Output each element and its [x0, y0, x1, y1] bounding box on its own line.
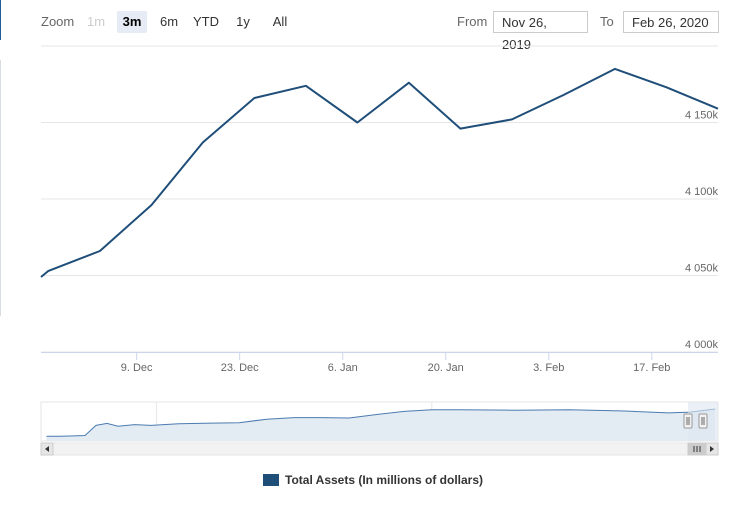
navigator-area — [46, 409, 716, 441]
x-tick-label-4: 3. Feb — [533, 362, 564, 374]
x-tick-label-3: 20. Jan — [428, 362, 464, 374]
zoom-3m-button[interactable]: 3m — [117, 11, 147, 33]
x-tick-label-5: 17. Feb — [633, 362, 670, 374]
to-date-input[interactable]: Feb 26, 2020 — [623, 11, 719, 33]
left-edge-line — [0, 60, 1, 316]
zoom-ytd-button[interactable]: YTD — [193, 14, 219, 29]
navigator[interactable]: 20102015 — [40, 401, 719, 456]
scrollbar-thumb[interactable] — [687, 442, 707, 456]
to-label: To — [600, 14, 614, 29]
scrollbar-right-arrow[interactable] — [705, 442, 719, 456]
y-axis-labels: 4 000k 4 050k 4 100k 4 150k — [685, 110, 719, 352]
left-edge-bar — [0, 0, 1, 40]
zoom-6m-button[interactable]: 6m — [159, 14, 179, 29]
chevron-left-icon — [45, 446, 49, 452]
legend-label: Total Assets (In millions of dollars) — [285, 473, 484, 487]
navigator-left-handle[interactable] — [683, 413, 693, 429]
scrollbar-left-arrow[interactable] — [40, 442, 54, 456]
zoom-label: Zoom — [41, 14, 75, 29]
zoom-all-button[interactable]: All — [272, 14, 288, 29]
series-layer — [40, 67, 719, 278]
legend[interactable]: Total Assets (In millions of dollars) — [263, 472, 483, 488]
scrollbar-track — [40, 442, 719, 456]
y-tick-label-0: 4 000k — [685, 339, 719, 351]
series-line — [40, 67, 719, 278]
y-tick-label-2: 4 100k — [685, 186, 719, 198]
zoom-1y-button[interactable]: 1y — [236, 14, 250, 29]
x-axis: 9. Dec 23. Dec 6. Jan 20. Jan 3. Feb 17. Feb — [41, 352, 718, 374]
handle-body — [698, 413, 708, 429]
y-tick-label-1: 4 050k — [685, 263, 719, 275]
from-date-input[interactable]: Nov 26, 2019 — [493, 11, 588, 52]
grid-lines — [41, 45, 718, 353]
from-label: From — [457, 14, 488, 29]
chevron-right-icon — [710, 446, 714, 452]
zoom-1m-button[interactable]: 1m — [86, 14, 106, 29]
y-tick-label-3: 4 150k — [685, 110, 719, 122]
handle-body — [683, 413, 693, 429]
legend-swatch — [263, 474, 279, 486]
navigator-line — [46, 408, 716, 437]
x-tick-label-1: 23. Dec — [221, 362, 259, 374]
navigator-scrollbar — [40, 442, 719, 456]
navigator-right-handle[interactable] — [698, 413, 708, 429]
x-tick-label-2: 6. Jan — [328, 362, 358, 374]
x-tick-label-0: 9. Dec — [121, 362, 153, 374]
